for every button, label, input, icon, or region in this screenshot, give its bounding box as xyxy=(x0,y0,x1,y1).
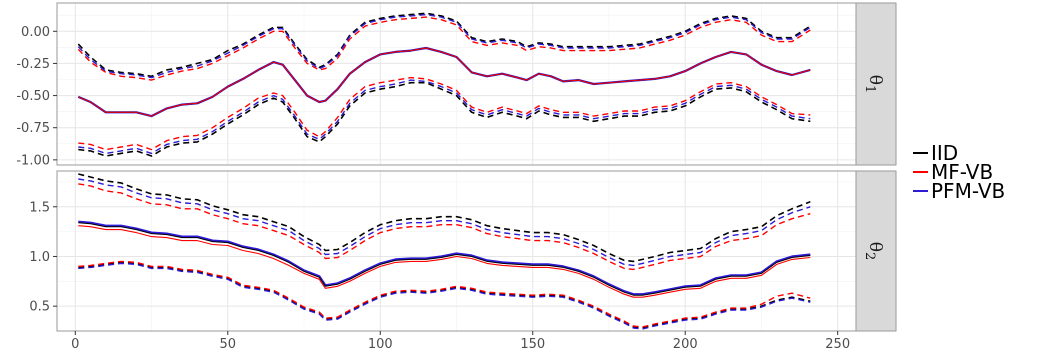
x-tick-label: 0 xyxy=(71,337,79,351)
panel-theta1: -1.00 -0.75 -0.50 -0.25 0.00 θ1 xyxy=(16,2,897,168)
series-mf-vb-bound-line-2-6 xyxy=(78,260,811,328)
panel-theta1-strip-base: θ xyxy=(865,75,885,85)
series-mf-vb-bound-line-1-5 xyxy=(77,16,811,81)
panel-1-y-tick-label: -0.75 xyxy=(16,121,50,136)
series-iid-bound-line-1-3 xyxy=(77,12,811,78)
panel-theta2-strip: θ2 xyxy=(855,170,897,332)
series-iid-mean-line-2-1 xyxy=(78,222,811,296)
panel-theta1-strip-bg xyxy=(855,2,897,166)
x-axis: 0 50 100 150 200 250 xyxy=(71,331,850,351)
series-pfm-vb-bound-line-1-8 xyxy=(78,79,811,155)
panel-2-y-tick-label: 1.0 xyxy=(29,250,50,265)
panel-theta1-strip-label: θ1 xyxy=(862,75,885,94)
series-pfm-vb-bound-line-2-7 xyxy=(78,178,811,267)
series-pfm-vb-bound-line-1-7 xyxy=(77,13,811,79)
series-mf-vb-bound-line-2-5 xyxy=(78,183,811,271)
x-tick-label: 250 xyxy=(825,337,850,351)
panel-theta1-strip: θ1 xyxy=(855,2,897,166)
panel-theta2-strip-sub: 2 xyxy=(862,252,877,260)
panel-2-y-tick-label: 1.5 xyxy=(29,200,50,215)
panel-2-y-tick-label: 0.5 xyxy=(29,300,50,315)
series-iid-bound-line-1-4 xyxy=(78,81,811,157)
x-tick-label: 50 xyxy=(220,337,237,351)
panel-1-y-tick-label: -0.50 xyxy=(16,89,50,104)
panel-theta2-strip-label: θ2 xyxy=(862,242,885,261)
panel-theta2-strip-bg xyxy=(855,170,897,332)
legend-label-mf-vb: MF-VB xyxy=(931,160,993,184)
series-mf-vb-mean-line-1-2 xyxy=(78,47,811,117)
panel-theta2-strip-base: θ xyxy=(865,242,885,252)
panel-theta1-plot-area xyxy=(77,12,811,157)
series-mf-vb-bound-line-1-6 xyxy=(78,76,811,151)
panel-1-y-tick-label: 0.00 xyxy=(21,25,50,40)
panel-theta1-strip-sub: 1 xyxy=(862,85,877,93)
series-iid-bound-line-2-3 xyxy=(78,173,811,263)
x-tick-label: 100 xyxy=(368,337,393,351)
panel-1-y-tick-label: -0.25 xyxy=(16,57,50,72)
x-tick-label: 200 xyxy=(673,337,698,351)
panel-1-y-tick-label: -1.00 xyxy=(16,153,50,168)
panel-theta2-plot-area xyxy=(78,173,811,330)
series-pfm-vb-bound-line-2-8 xyxy=(78,262,811,330)
series-iid-bound-line-2-4 xyxy=(78,261,811,329)
panel-theta2-y-ticks: 0.5 1.0 1.5 xyxy=(29,200,57,315)
series-pfm-vb-mean-line-2-0 xyxy=(78,220,811,296)
panel-theta2: 0.5 1.0 1.5 θ2 xyxy=(29,170,897,332)
x-tick-label: 150 xyxy=(520,337,545,351)
panel-theta1-grid xyxy=(57,3,856,165)
series-mf-vb-mean-line-2-2 xyxy=(78,225,811,298)
legend-label-pfm-vb: PFM-VB xyxy=(931,179,1005,203)
legend-label-iid: IID xyxy=(931,141,958,165)
panel-theta1-y-ticks: -1.00 -0.75 -0.50 -0.25 0.00 xyxy=(16,25,57,168)
